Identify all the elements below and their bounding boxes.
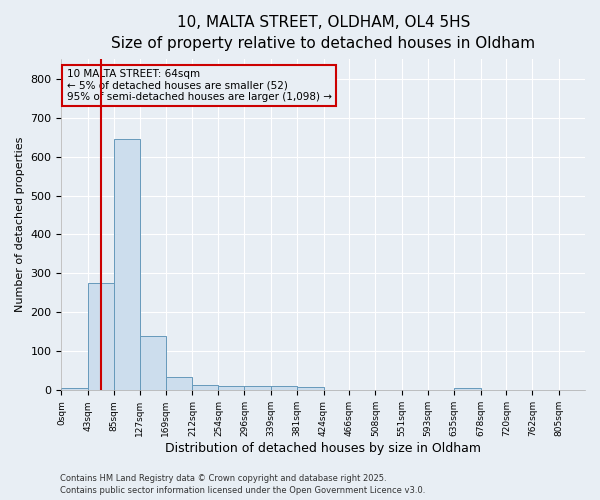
Bar	[88, 283, 114, 391]
Title: 10, MALTA STREET, OLDHAM, OL4 5HS
Size of property relative to detached houses i: 10, MALTA STREET, OLDHAM, OL4 5HS Size o…	[111, 15, 535, 51]
Bar	[271, 386, 297, 390]
Bar	[114, 139, 140, 390]
Bar	[297, 387, 323, 390]
Text: Contains HM Land Registry data © Crown copyright and database right 2025.
Contai: Contains HM Land Registry data © Crown c…	[60, 474, 425, 495]
Bar	[454, 388, 481, 390]
Bar	[218, 386, 244, 390]
Text: 10 MALTA STREET: 64sqm
← 5% of detached houses are smaller (52)
95% of semi-deta: 10 MALTA STREET: 64sqm ← 5% of detached …	[67, 69, 332, 102]
Bar	[166, 376, 193, 390]
Bar	[61, 388, 88, 390]
X-axis label: Distribution of detached houses by size in Oldham: Distribution of detached houses by size …	[165, 442, 481, 455]
Bar	[140, 336, 166, 390]
Bar	[244, 386, 271, 390]
Y-axis label: Number of detached properties: Number of detached properties	[15, 137, 25, 312]
Bar	[193, 384, 218, 390]
